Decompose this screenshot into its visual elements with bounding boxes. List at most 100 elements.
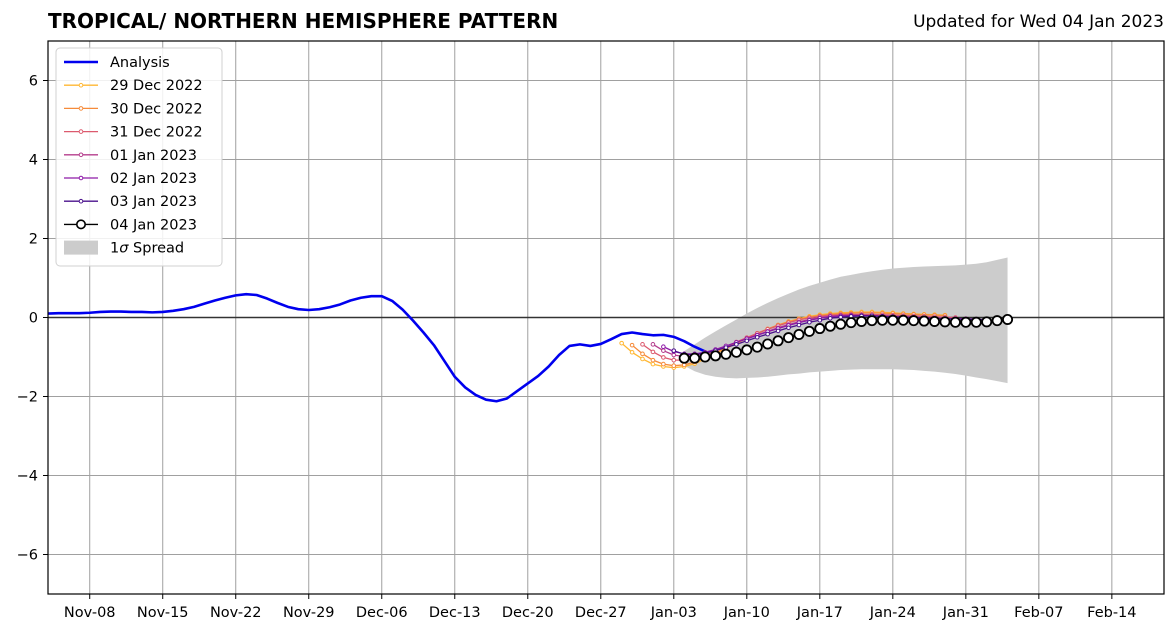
- forecast-point: [786, 325, 791, 331]
- forecast-point: [817, 317, 823, 323]
- forecast-point: [671, 363, 677, 368]
- forecast-point: [629, 342, 635, 348]
- x-tick-label: Nov-29: [283, 605, 335, 621]
- current-forecast-point: [929, 315, 941, 327]
- legend: Analysis 29 Dec 2022 30 Dec 2022 31 Dec 202…: [55, 47, 223, 267]
- current-forecast-point: [887, 314, 899, 326]
- y-tick-label: 6: [29, 74, 38, 90]
- grid: [48, 41, 1164, 594]
- legend-forecast-label: 01 Jan 2023: [110, 148, 197, 164]
- forecast-point: [661, 355, 666, 360]
- x-tick-label: Jan-31: [942, 605, 989, 621]
- current-forecast-series: [678, 313, 1014, 364]
- forecast-point: [661, 344, 666, 350]
- legend-spread-label: 1σ Spread: [110, 241, 184, 257]
- forecast-point: [640, 351, 645, 357]
- current-forecast-point: [824, 320, 836, 332]
- y-tick-label: 4: [29, 153, 38, 169]
- forecast-point: [807, 319, 812, 325]
- series-layer: [47, 292, 1014, 403]
- current-forecast-point: [876, 314, 888, 326]
- x-axis: Nov-08 Nov-15 Nov-22 Nov-29 Dec-06 Dec-13 Dec-…: [64, 594, 1137, 621]
- forecast-point: [640, 342, 645, 347]
- x-tick-label: Dec-06: [356, 605, 408, 621]
- current-forecast-point: [720, 348, 732, 360]
- chart-subtitle: Updated for Wed 04 Jan 2023: [913, 12, 1164, 32]
- x-tick-label: Dec-13: [429, 605, 481, 621]
- current-forecast-point: [1002, 313, 1014, 325]
- current-forecast-point: [741, 344, 753, 356]
- y-tick-label: −6: [17, 548, 38, 564]
- analysis-line: [47, 292, 706, 403]
- x-tick-label: Feb-07: [1014, 605, 1063, 621]
- forecast-point: [650, 357, 656, 363]
- legend-spread-swatch: [64, 240, 98, 255]
- legend-forecast-marker: [78, 106, 84, 111]
- legend-forecast-label: 02 Jan 2023: [110, 171, 197, 187]
- forecast-point: [661, 361, 666, 367]
- y-axis: −6 −4 −2 0 2 4 6: [17, 74, 48, 564]
- legend-forecast-marker: [78, 152, 84, 158]
- forecast-point: [796, 322, 802, 328]
- legend-current-label: 04 Jan 2023: [110, 217, 197, 233]
- legend-forecast-marker: [78, 129, 84, 134]
- current-forecast-point: [783, 332, 795, 344]
- current-forecast-point: [960, 316, 972, 328]
- legend-forecast-label: 03 Jan 2023: [110, 194, 197, 210]
- y-tick-label: 2: [29, 232, 38, 248]
- current-forecast-point: [762, 338, 774, 350]
- legend-forecast-label: 31 Dec 2022: [110, 125, 203, 141]
- current-forecast-point: [803, 325, 815, 337]
- legend-box: [55, 47, 223, 267]
- current-forecast-point: [835, 318, 847, 330]
- spread-band: [684, 257, 1008, 384]
- current-forecast-point: [991, 315, 1003, 327]
- current-forecast-point: [772, 335, 784, 347]
- forecast-point: [765, 331, 770, 337]
- forecast-point: [734, 342, 739, 347]
- current-forecast-point: [814, 323, 826, 335]
- y-tick-label: −2: [17, 390, 38, 406]
- current-forecast-point: [845, 317, 857, 329]
- current-forecast-point: [678, 352, 690, 364]
- forecast-point: [650, 361, 656, 367]
- current-forecast-point: [730, 346, 742, 358]
- forecast-point: [640, 356, 645, 362]
- spread-area: [684, 257, 1008, 384]
- legend-forecast-marker: [78, 198, 84, 204]
- forecast-point: [671, 348, 677, 353]
- x-tick-label: Nov-08: [64, 605, 116, 621]
- x-tick-label: Jan-10: [723, 605, 770, 621]
- legend-current-marker: [76, 219, 87, 230]
- forecast-point: [619, 340, 624, 346]
- x-tick-label: Feb-14: [1087, 605, 1136, 621]
- y-tick-label: 0: [29, 311, 38, 327]
- forecast-point: [754, 334, 760, 340]
- current-forecast-point: [689, 352, 701, 364]
- forecast-point: [629, 349, 635, 355]
- current-forecast-point: [908, 315, 920, 327]
- current-forecast-point: [918, 315, 930, 327]
- forecast-point: [661, 348, 666, 353]
- legend-forecast-marker: [78, 175, 84, 181]
- current-forecast-point: [981, 316, 993, 328]
- forecast-point: [775, 328, 781, 334]
- x-tick-label: Nov-15: [137, 605, 189, 621]
- x-tick-label: Dec-27: [575, 605, 627, 621]
- legend-forecast-label: 29 Dec 2022: [110, 78, 203, 94]
- x-tick-label: Dec-20: [502, 605, 554, 621]
- current-forecast-point: [751, 341, 763, 353]
- x-tick-label: Jan-03: [650, 605, 697, 621]
- forecast-point: [838, 314, 843, 320]
- current-forecast-point: [939, 316, 951, 328]
- legend-forecast-marker: [78, 82, 84, 88]
- current-forecast-point: [793, 328, 805, 340]
- current-forecast-point: [699, 351, 711, 363]
- forecast-point: [650, 349, 656, 355]
- forecast-point: [650, 342, 656, 347]
- current-forecast-point: [897, 314, 909, 326]
- current-forecast-point: [866, 315, 878, 327]
- chart-title: TROPICAL/ NORTHERN HEMISPHERE PATTERN: [48, 9, 559, 33]
- current-forecast-point: [949, 316, 961, 328]
